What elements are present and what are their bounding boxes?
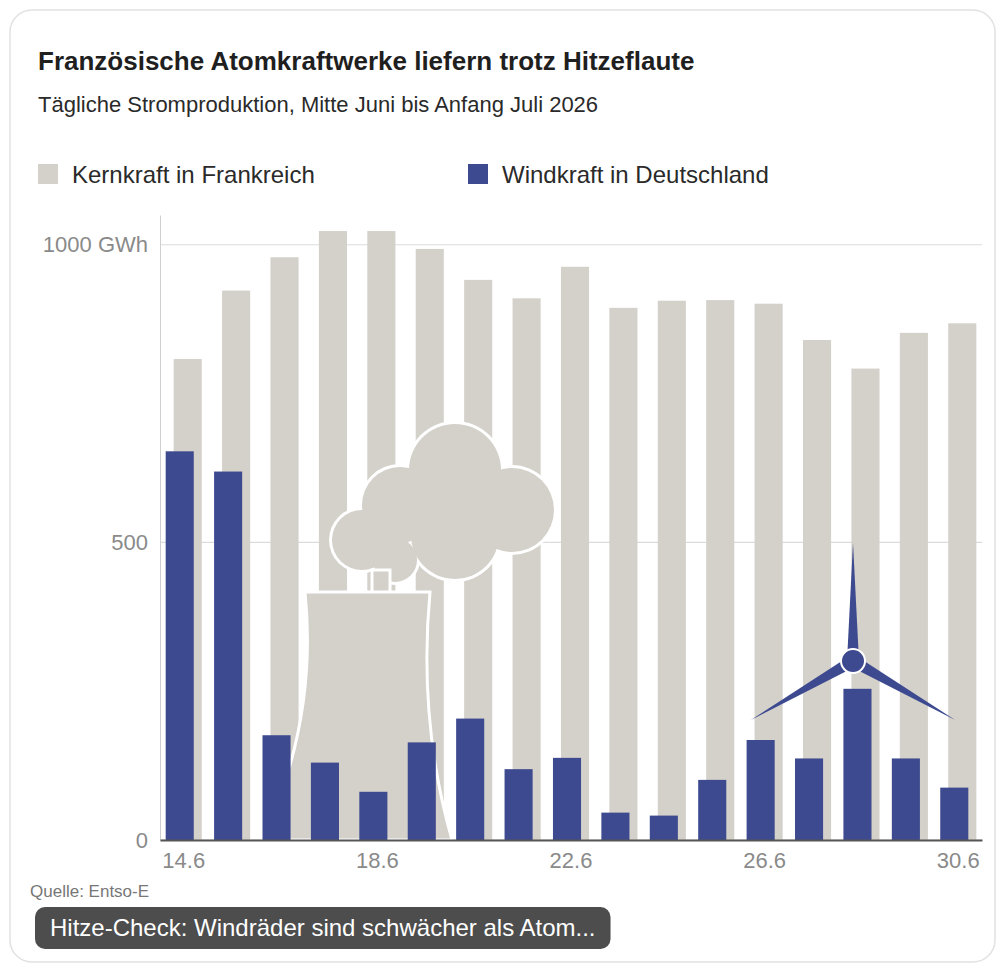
- y-tick-label: 0: [136, 828, 148, 853]
- bar: [706, 300, 734, 840]
- card: [10, 10, 995, 962]
- x-axis-line: [161, 840, 983, 842]
- bar: [359, 792, 387, 840]
- x-tick-label: 22.6: [550, 848, 593, 873]
- title: Französische Atomkraftwerke liefern trot…: [38, 46, 694, 76]
- bar: [601, 813, 629, 840]
- legend-item: Kernkraft in Frankreich: [38, 161, 315, 188]
- grid-line: [160, 839, 982, 840]
- y-axis-line: [160, 216, 161, 841]
- caption: Hitze-Check: Windräder sind schwächer al…: [35, 907, 611, 949]
- x-tick-label: 26.6: [743, 848, 786, 873]
- bar: [505, 769, 533, 840]
- bar: [795, 758, 823, 840]
- y-tick: 0: [136, 828, 160, 853]
- y-tick-label: 500: [111, 530, 148, 555]
- x-tick: 18.6: [356, 840, 399, 873]
- bar: [940, 788, 968, 840]
- bar: [456, 719, 484, 840]
- legend-swatch: [468, 164, 488, 184]
- bar-series: [174, 231, 977, 840]
- cooling-tower-icon: [262, 421, 557, 840]
- bar: [658, 301, 686, 840]
- bar: [553, 758, 581, 840]
- bar: [166, 451, 194, 840]
- legend-label: Windkraft in Deutschland: [502, 161, 769, 188]
- tower: [262, 592, 452, 840]
- x-axis: 14.6 18.6 22.6 26.6 30.6: [161, 840, 983, 873]
- bar: [747, 740, 775, 840]
- x-tick: 26.6: [743, 840, 786, 873]
- y-tick: 500: [111, 530, 160, 555]
- caption-text: Hitze-Check: Windräder sind schwächer al…: [50, 914, 596, 941]
- bar: [843, 689, 871, 840]
- source: Quelle: Entso-E: [30, 882, 149, 901]
- hub: [841, 649, 865, 673]
- x-tick: 30.6: [937, 840, 980, 873]
- x-tick: 14.6: [162, 840, 205, 873]
- bar-series: [166, 451, 969, 840]
- bar: [609, 308, 637, 840]
- x-tick: 22.6: [550, 840, 593, 873]
- cloud: [411, 491, 499, 579]
- bar: [408, 742, 436, 840]
- legend-swatch: [38, 164, 58, 184]
- blade: [751, 656, 856, 720]
- bar: [311, 763, 339, 840]
- bar: [650, 816, 678, 840]
- bar: [513, 298, 541, 840]
- legend: Kernkraft in Frankreich Windkraft in Deut…: [38, 161, 769, 188]
- bar: [214, 472, 242, 840]
- y-tick-label: 1000 GWh: [43, 232, 148, 257]
- x-tick-label: 30.6: [937, 848, 980, 873]
- bar: [892, 758, 920, 840]
- subtitle: Tägliche Stromproduktion, Mitte Juni bis…: [38, 92, 598, 117]
- bar: [263, 735, 291, 840]
- plot-area: [166, 231, 977, 840]
- bar: [561, 267, 589, 840]
- chart-root: Französische Atomkraftwerke liefern trot…: [0, 0, 1005, 971]
- chimney: [372, 570, 390, 594]
- grid: [160, 245, 982, 840]
- blade: [847, 543, 859, 661]
- bar: [698, 780, 726, 840]
- legend-label: Kernkraft in Frankreich: [72, 161, 315, 188]
- x-tick-label: 18.6: [356, 848, 399, 873]
- x-tick-label: 14.6: [162, 848, 205, 873]
- caption-box: [35, 907, 611, 949]
- grid-line: [160, 244, 982, 245]
- y-axis: 0 500 1000 GWh: [43, 216, 161, 853]
- legend-item: Windkraft in Deutschland: [468, 161, 769, 188]
- y-tick: 1000 GWh: [43, 232, 160, 257]
- bar: [948, 323, 976, 840]
